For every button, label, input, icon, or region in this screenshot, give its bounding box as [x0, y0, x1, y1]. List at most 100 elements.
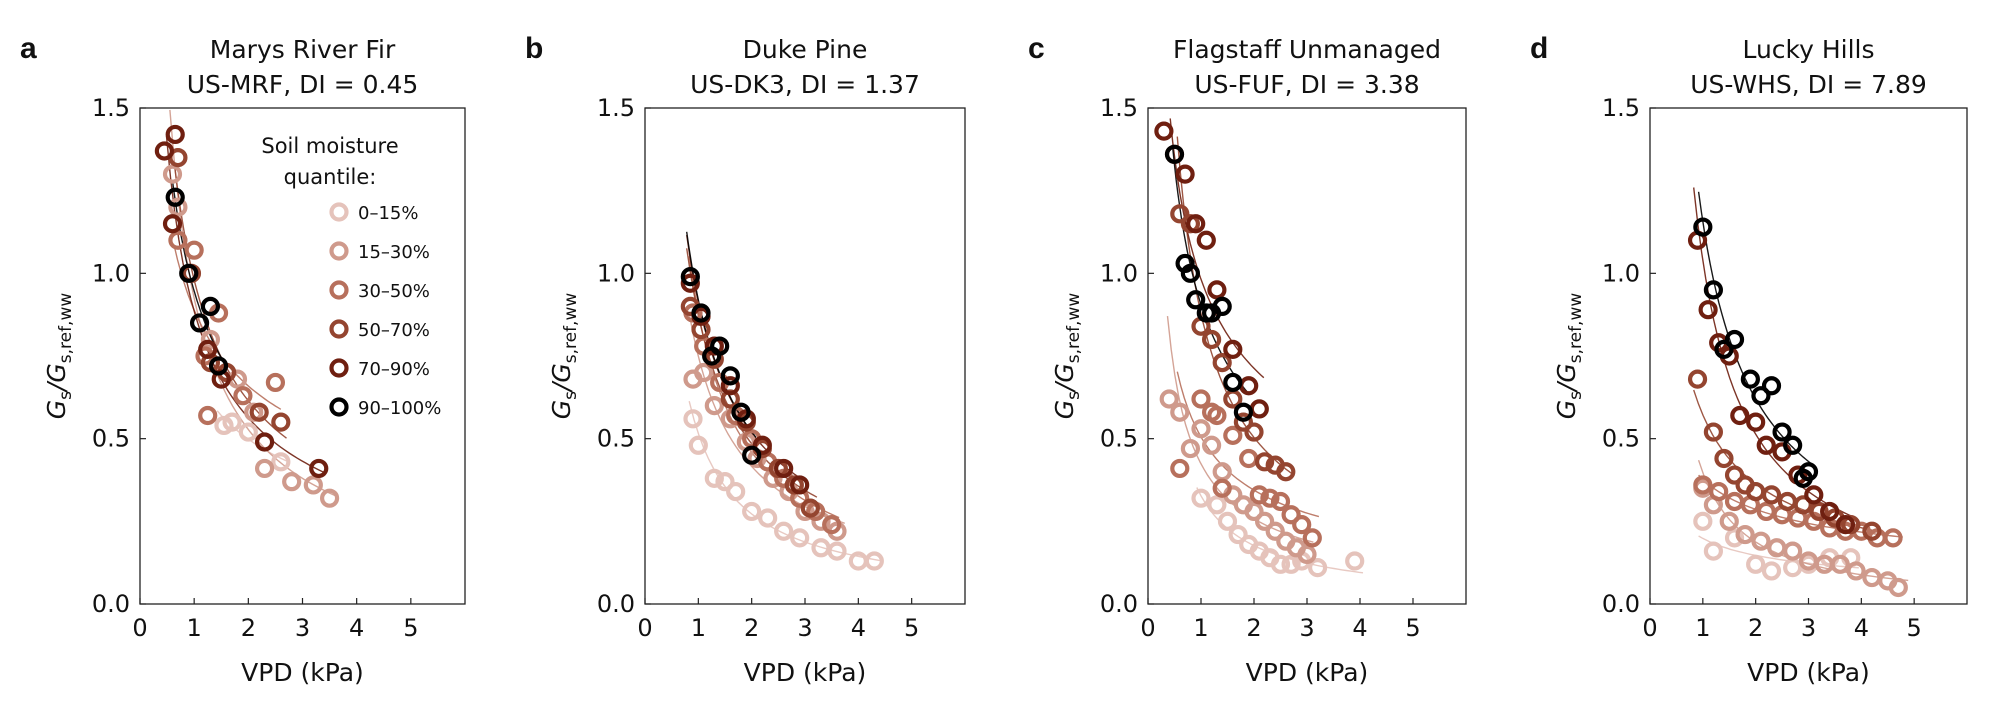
data-point — [1746, 412, 1766, 432]
data-point — [1724, 528, 1745, 548]
data-point — [309, 458, 329, 479]
data-point — [1302, 528, 1322, 548]
data-point — [1751, 386, 1771, 406]
y-label-main: G — [42, 400, 71, 419]
data-point — [774, 458, 794, 479]
y-tick-label: 1.0 — [597, 259, 635, 287]
data-point — [1196, 230, 1216, 250]
data-point — [680, 267, 700, 287]
data-point — [233, 386, 253, 406]
legend-label: 15–30% — [358, 242, 430, 263]
x-axis-label: VPD (kPa) — [1246, 658, 1369, 687]
x-tick-label: 1 — [691, 614, 706, 642]
y-label-main-sub: s — [561, 391, 581, 400]
data-point — [1233, 402, 1254, 422]
legend-label: 0–15% — [358, 203, 418, 224]
data-point — [1212, 478, 1232, 498]
data-point — [1170, 402, 1190, 422]
plot-frame — [1649, 107, 1968, 605]
data-point — [1223, 425, 1243, 445]
y-label-denom: /G — [547, 363, 576, 393]
y-label-main-sub: s — [1566, 391, 1586, 400]
data-point — [790, 528, 810, 548]
panel-letter: d — [1530, 32, 1548, 65]
data-point — [1159, 389, 1179, 409]
data-point — [1191, 419, 1211, 439]
x-tick-label: 3 — [1801, 614, 1816, 642]
data-point — [688, 435, 708, 455]
y-tick-label: 1.0 — [1100, 259, 1138, 287]
data-point — [1345, 551, 1365, 571]
legend-marker — [329, 397, 349, 417]
data-point — [1835, 515, 1856, 535]
y-tick-label: 0.0 — [1602, 590, 1640, 618]
y-axis-label: Gs/Gs,ref,ww — [1050, 293, 1084, 420]
chart-title: Flagstaff Unmanaged — [1173, 35, 1441, 64]
y-tick-label: 1.5 — [92, 94, 130, 122]
data-point — [271, 452, 291, 472]
data-point — [1783, 435, 1803, 455]
data-point — [1244, 501, 1264, 522]
x-tick-label: 1 — [187, 614, 202, 642]
data-point — [1207, 495, 1227, 515]
data-point — [1809, 501, 1829, 522]
legend-title: Soil moisture — [261, 134, 398, 158]
data-point — [200, 296, 221, 316]
chart-title: Duke Pine — [743, 35, 868, 64]
legend-label: 50–70% — [358, 320, 430, 341]
data-point — [303, 475, 323, 495]
data-point — [742, 445, 762, 465]
data-point — [1180, 438, 1201, 459]
data-point — [1693, 475, 1713, 495]
data-point — [1170, 204, 1190, 224]
data-point — [271, 412, 291, 432]
data-point — [800, 498, 820, 518]
y-tick-label: 0.0 — [597, 590, 635, 618]
data-point — [1888, 577, 1908, 598]
data-point — [742, 501, 762, 522]
x-tick-label: 5 — [1405, 614, 1420, 642]
x-tick-label: 0 — [1642, 614, 1657, 642]
y-tick-label: 1.0 — [1602, 259, 1640, 287]
data-point — [1714, 448, 1734, 469]
data-point — [1740, 369, 1760, 389]
panel-letter: c — [1028, 32, 1045, 65]
chart-title: Marys River Fir — [210, 35, 396, 64]
data-point — [1830, 554, 1850, 574]
data-point — [1703, 422, 1724, 442]
x-tick-label: 4 — [349, 614, 364, 642]
y-tick-label: 0.5 — [597, 425, 635, 453]
data-point — [1297, 544, 1317, 565]
data-point — [752, 435, 772, 455]
data-point — [1270, 554, 1291, 574]
data-point — [222, 412, 242, 432]
data-point — [1724, 329, 1745, 350]
x-axis-label: VPD (kPa) — [1747, 658, 1870, 687]
data-point — [249, 402, 269, 422]
y-tick-label: 0.0 — [1100, 590, 1138, 618]
data-point — [1186, 290, 1206, 310]
data-point — [704, 468, 724, 488]
legend-marker — [329, 319, 349, 339]
data-point — [1270, 491, 1291, 512]
data-point — [1761, 376, 1782, 396]
x-tick-label: 5 — [403, 614, 418, 642]
y-label-main: G — [1552, 400, 1581, 419]
data-point — [710, 336, 730, 356]
data-point — [1207, 280, 1227, 300]
data-point — [1693, 511, 1713, 531]
data-point — [1212, 296, 1232, 316]
data-point — [1719, 511, 1739, 531]
data-point — [726, 481, 746, 502]
data-point — [1746, 554, 1766, 574]
x-tick-label: 0 — [132, 614, 147, 642]
data-point — [1862, 521, 1882, 541]
data-point — [254, 432, 275, 452]
data-point — [1804, 485, 1824, 505]
data-point — [1265, 521, 1285, 541]
data-point — [731, 402, 751, 422]
legend-marker — [329, 202, 349, 222]
data-point — [165, 187, 185, 207]
